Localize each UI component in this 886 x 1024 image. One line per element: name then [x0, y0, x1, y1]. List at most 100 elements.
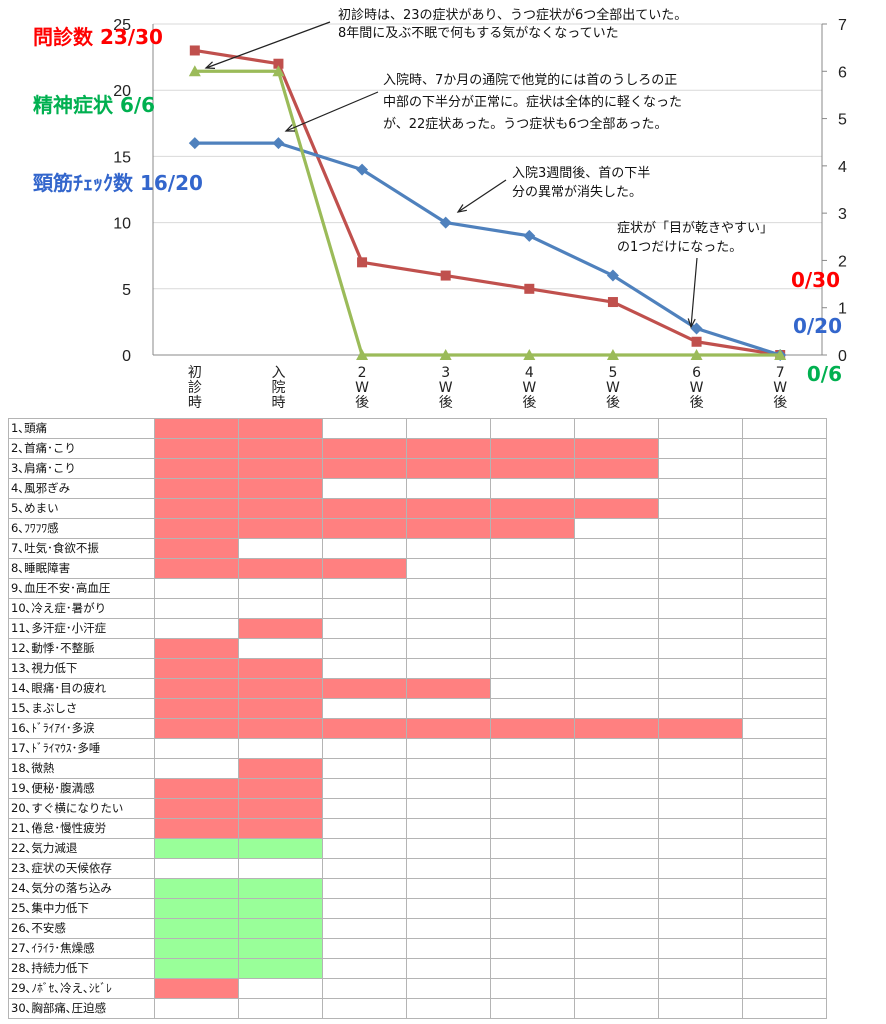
symptom-cell [238, 458, 323, 479]
symptom-cell [490, 778, 575, 799]
data-point [691, 336, 702, 347]
symptom-cell [322, 458, 407, 479]
data-point [189, 45, 200, 56]
symptom-label: 29､ﾉﾎﾞｾ､冷え､ｼﾋﾞﾚ [8, 978, 155, 999]
symptom-cell [742, 478, 827, 499]
symptom-label: 2､首痛･こり [8, 438, 155, 459]
table-row: 8､睡眠障害 [8, 558, 827, 579]
x-tick-label: 3 [441, 365, 450, 381]
symptom-cell [742, 878, 827, 899]
symptom-cell [406, 838, 491, 859]
symptom-cell [490, 538, 575, 559]
symptom-cell [658, 718, 743, 739]
symptom-cell [574, 798, 659, 819]
data-point [272, 65, 285, 77]
symptom-cell [406, 878, 491, 899]
symptom-cell [574, 938, 659, 959]
symptom-cell [742, 818, 827, 839]
symptom-cell [742, 598, 827, 619]
series-value-label: 0/6 [807, 362, 842, 386]
symptom-cell [574, 838, 659, 859]
symptom-cell [238, 438, 323, 459]
symptom-cell [154, 518, 239, 539]
symptom-cell [658, 698, 743, 719]
symptom-cell [574, 438, 659, 459]
symptom-cell [406, 598, 491, 619]
symptom-cell [406, 618, 491, 639]
symptom-cell [322, 558, 407, 579]
symptom-cell [742, 658, 827, 679]
symptom-label: 24､気分の落ち込み [8, 878, 155, 899]
symptom-label: 10､冷え症･暑がり [8, 598, 155, 619]
symptom-label: 30､胸部痛､圧迫感 [8, 998, 155, 1019]
symptom-cell [154, 678, 239, 699]
symptom-cell [658, 438, 743, 459]
symptom-cell [154, 818, 239, 839]
symptom-cell [154, 978, 239, 999]
x-tick-label: 5 [608, 365, 617, 381]
symptom-table: 1､頭痛 2､首痛･こり 3､肩痛･こり 4､風邪ぎみ 5､めまい 6､ﾌﾜﾌﾜ感 7､吐気… [8, 418, 827, 1019]
symptom-cell [238, 978, 323, 999]
symptom-cell [154, 758, 239, 779]
table-row: 5､めまい [8, 498, 827, 519]
symptom-label: 17､ﾄﾞﾗｲﾏｳｽ･多唾 [8, 738, 155, 759]
symptom-cell [574, 458, 659, 479]
symptom-cell [742, 618, 827, 639]
x-tick-label: W [773, 380, 787, 396]
symptom-cell [742, 578, 827, 599]
symptom-cell [238, 498, 323, 519]
series-line [194, 48, 781, 357]
symptom-label: 16､ﾄﾞﾗｲｱｲ･多涙 [8, 718, 155, 739]
annotation-text: 8年間に及ぶ不眠で何もする気がなくなっていた [338, 25, 619, 41]
table-row: 3､肩痛･こり [8, 458, 827, 479]
symptom-cell [238, 678, 323, 699]
symptom-label: 15､まぶしさ [8, 698, 155, 719]
symptom-cell [154, 578, 239, 599]
table-row: 12､動悸･不整脈 [8, 638, 827, 659]
symptom-cell [574, 978, 659, 999]
annotation-arrow [285, 91, 379, 132]
symptom-cell [574, 598, 659, 619]
symptom-cell [574, 998, 659, 1019]
symptom-cell [742, 858, 827, 879]
series-value-label: 問診数 23/30 [33, 25, 163, 49]
symptom-cell [406, 798, 491, 819]
symptom-cell [322, 658, 407, 679]
symptom-cell [574, 558, 659, 579]
symptom-cell [406, 498, 491, 519]
x-tick-label: 後 [439, 395, 453, 411]
y-tick-label-left: 25 [113, 17, 131, 34]
symptom-label: 21､倦怠･慢性疲労 [8, 818, 155, 839]
symptom-label: 22､気力減退 [8, 838, 155, 859]
table-row: 6､ﾌﾜﾌﾜ感 [8, 518, 827, 539]
symptom-cell [658, 678, 743, 699]
table-row: 29､ﾉﾎﾞｾ､冷え､ｼﾋﾞﾚ [8, 978, 827, 999]
table-row: 13､視力低下 [8, 658, 827, 679]
symptom-cell [238, 758, 323, 779]
symptom-cell [658, 758, 743, 779]
symptom-cell [658, 938, 743, 959]
symptom-cell [238, 958, 323, 979]
symptom-cell [658, 738, 743, 759]
symptom-cell [574, 658, 659, 679]
symptom-cell [154, 998, 239, 1019]
symptom-label: 20､すぐ横になりたい [8, 798, 155, 819]
symptom-cell [490, 978, 575, 999]
symptom-cell [742, 498, 827, 519]
table-row: 27､ｲﾗｲﾗ･焦燥感 [8, 938, 827, 959]
symptom-cell [406, 678, 491, 699]
data-point [273, 58, 284, 69]
symptom-cell [574, 638, 659, 659]
symptom-label: 18､微熱 [8, 758, 155, 779]
symptom-cell [406, 858, 491, 879]
table-row: 24､気分の落ち込み [8, 878, 827, 899]
symptom-cell [490, 418, 575, 439]
symptom-cell [154, 938, 239, 959]
symptom-cell [154, 778, 239, 799]
symptom-cell [322, 698, 407, 719]
symptom-label: 8､睡眠障害 [8, 558, 155, 579]
data-point [774, 349, 787, 360]
symptom-cell [658, 458, 743, 479]
symptom-cell [322, 678, 407, 699]
symptom-cell [154, 618, 239, 639]
